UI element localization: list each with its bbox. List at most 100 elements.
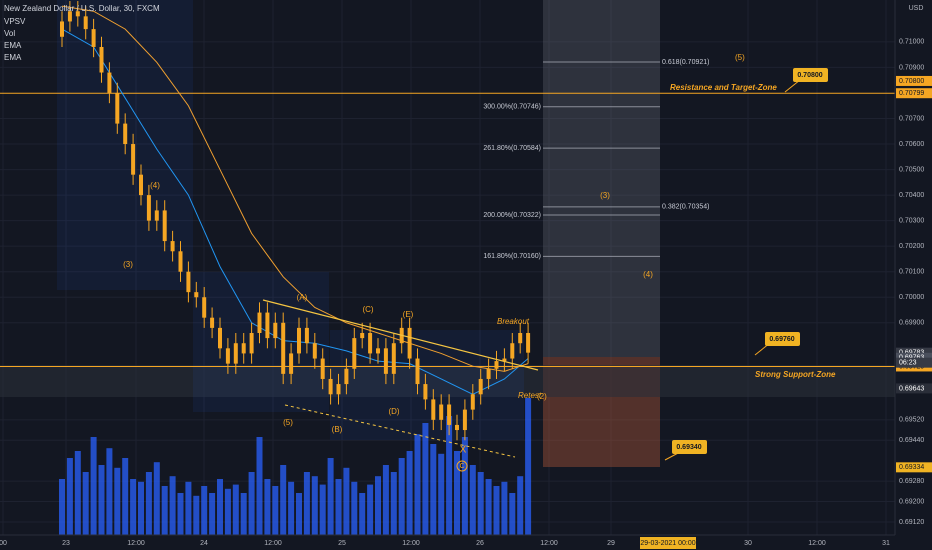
volume-bar	[59, 479, 65, 535]
y-tick-label: 0.70400	[899, 192, 924, 199]
wave-label: X	[460, 445, 467, 456]
candle-body	[352, 338, 357, 369]
volume-bar	[509, 493, 516, 535]
candle-body	[447, 404, 452, 425]
candle-body	[462, 409, 467, 431]
volume-bar	[398, 458, 405, 535]
volume-bar	[90, 437, 97, 535]
candle-body	[304, 327, 309, 344]
wave-label: (E)	[403, 310, 414, 319]
volume-bar	[335, 479, 342, 535]
price-callout	[672, 440, 707, 454]
y-tick-label: 0.71000	[899, 39, 924, 46]
volume-bar	[311, 476, 318, 535]
y-tick-label: 0.70900	[899, 64, 924, 71]
candle-body	[107, 72, 112, 93]
volume-bar	[209, 493, 216, 535]
candle-body	[115, 92, 120, 124]
crosshair-date-box	[640, 537, 696, 549]
volume-bar	[422, 423, 429, 535]
volume-bar	[430, 444, 437, 535]
volume-bar	[272, 486, 279, 535]
indicator-name: Vol	[4, 29, 15, 38]
countdown-tag	[896, 357, 932, 368]
price-callout-text: 0.69340	[676, 444, 701, 451]
volume-bar	[256, 437, 263, 535]
candle-body	[139, 174, 143, 196]
volume-bar	[485, 479, 492, 535]
x-tick-label: 31	[882, 540, 890, 547]
volume-bar	[224, 488, 231, 535]
wave-label: (B)	[332, 425, 343, 434]
candle-body	[233, 343, 238, 364]
countdown-label: 06:23	[899, 360, 917, 367]
volume-bar	[130, 479, 137, 535]
axis-labels: 0.71000 0.70900 0.70700 0.70600 0.70500 0.704…	[0, 39, 932, 549]
candle-body	[415, 358, 420, 385]
price-tag	[896, 347, 932, 358]
volume-bar	[280, 465, 287, 535]
candle-body	[162, 210, 167, 242]
volume-bar	[351, 481, 358, 535]
currency-label: USD	[909, 5, 924, 12]
candle-body	[289, 353, 294, 374]
wave-label: (3)	[123, 260, 133, 269]
volume-bar	[217, 479, 223, 535]
volume-bar	[145, 472, 152, 535]
volume-bar	[327, 458, 334, 535]
volume-bar	[414, 434, 421, 535]
candle-body	[360, 333, 365, 339]
x-tick-label: 25	[338, 540, 346, 547]
candle-body	[91, 29, 96, 47]
wave-label: (C)	[362, 305, 373, 314]
volume-bar	[359, 493, 366, 535]
trend-line	[262, 299, 539, 371]
price-callout-text: 0.70800	[797, 72, 822, 79]
volume-bar	[525, 397, 532, 535]
candle-body	[123, 123, 128, 145]
candle-body	[328, 378, 333, 395]
volume-bar	[193, 495, 200, 535]
volume-bar	[319, 484, 326, 535]
candle-body	[265, 312, 270, 339]
wave-label: (2)	[537, 392, 547, 401]
x-tick-label: 12:00	[402, 540, 420, 547]
y-tick-label: 0.70300	[899, 217, 924, 224]
x-tick-label: 29	[607, 540, 615, 547]
candle-body	[455, 424, 459, 431]
candle-body	[494, 361, 499, 369]
volume-bar	[477, 472, 484, 535]
fib-label: 200.00%(0.70322)	[483, 212, 541, 219]
time-axis	[0, 535, 932, 550]
volume-bar	[240, 493, 247, 535]
volume-bar	[501, 481, 508, 535]
x-tick-label: 26	[476, 540, 484, 547]
y-tick-label: 0.70000	[899, 294, 924, 301]
volume-bar	[461, 437, 468, 535]
volume-bar	[390, 472, 397, 535]
x-tick-label: 12:00	[808, 540, 826, 547]
candle-body	[376, 348, 380, 354]
wave-circle	[456, 460, 468, 472]
volume-bar	[375, 476, 381, 535]
price-tag	[896, 88, 932, 99]
zone-label: Strong Support-Zone	[755, 370, 836, 379]
candle-body	[225, 348, 230, 364]
y-tick-label: 0.69120	[899, 519, 924, 526]
price-tag	[896, 462, 932, 473]
candle-body	[368, 333, 373, 354]
volume-bar	[469, 465, 476, 535]
candle-body	[510, 343, 515, 359]
price-tag	[896, 383, 932, 394]
volume-bar	[106, 448, 113, 535]
volume-bar	[438, 453, 445, 535]
candle-body	[502, 358, 507, 362]
candle-body	[344, 368, 349, 385]
fib-label: 161.80%(0.70160)	[483, 253, 541, 260]
x-tick-label: 12:00	[127, 540, 145, 547]
candle-body	[391, 343, 396, 374]
candle-body	[146, 195, 151, 221]
fib-label: 0.618(0.70921)	[662, 59, 709, 66]
ema-line	[61, 5, 529, 372]
volume-bar	[66, 458, 73, 535]
